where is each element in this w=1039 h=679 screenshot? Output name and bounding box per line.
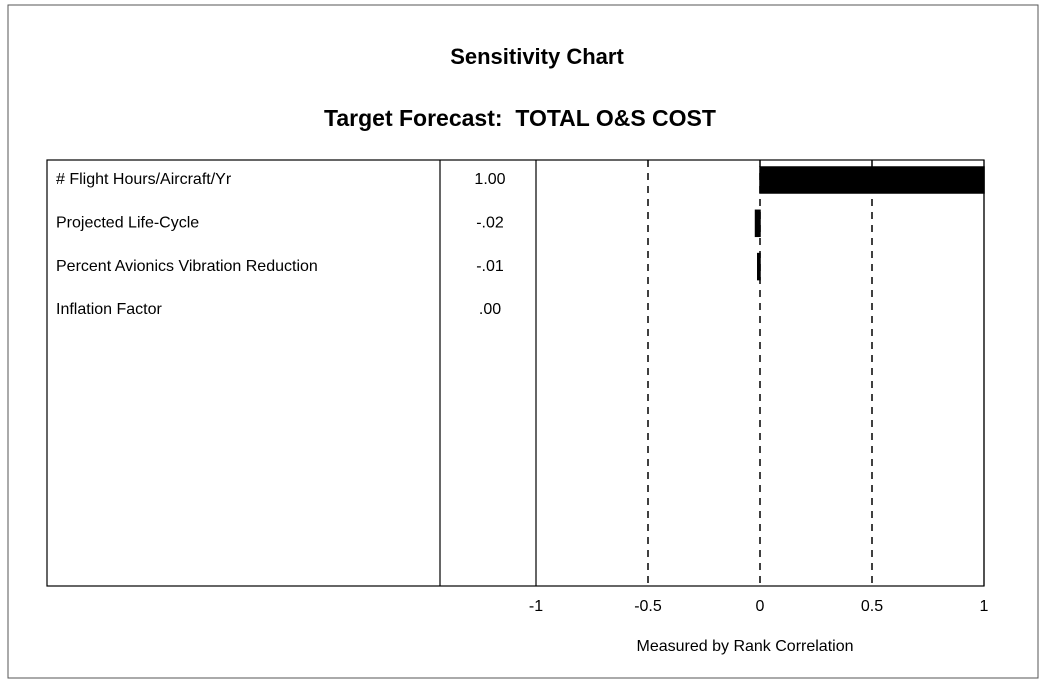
value-label: -.02 bbox=[476, 215, 504, 232]
x-tick-label: -0.5 bbox=[634, 598, 662, 615]
chart-subtitle: Target Forecast: TOTAL O&S COST bbox=[324, 105, 716, 131]
x-tick-label: 0 bbox=[756, 598, 765, 615]
x-tick-label: -1 bbox=[529, 598, 543, 615]
value-label: -.01 bbox=[476, 258, 504, 275]
category-label: # Flight Hours/Aircraft/Yr bbox=[56, 171, 232, 188]
bar bbox=[759, 166, 985, 194]
value-label: 1.00 bbox=[474, 171, 505, 188]
category-label: Percent Avionics Vibration Reduction bbox=[56, 258, 318, 275]
frame bbox=[7, 4, 1039, 679]
category-label: Inflation Factor bbox=[56, 301, 163, 318]
x-tick-label: 1 bbox=[980, 598, 989, 615]
category-label: Projected Life-Cycle bbox=[56, 215, 199, 232]
bar bbox=[754, 209, 761, 238]
bar bbox=[757, 252, 761, 281]
x-tick-label: 0.5 bbox=[861, 598, 883, 615]
x-axis-label: Measured by Rank Correlation bbox=[637, 638, 854, 655]
value-label: .00 bbox=[479, 301, 501, 318]
chart-title: Sensitivity Chart bbox=[450, 44, 624, 69]
